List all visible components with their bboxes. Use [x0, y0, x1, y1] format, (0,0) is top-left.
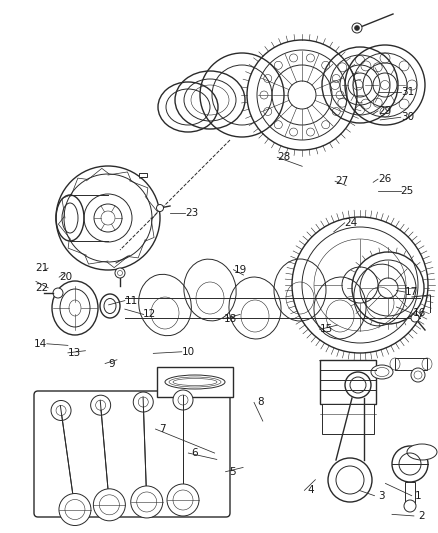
Text: 19: 19 [233, 265, 247, 274]
Text: 6: 6 [191, 448, 198, 458]
Text: 15: 15 [320, 325, 333, 334]
Text: 8: 8 [257, 398, 264, 407]
Bar [405, 482, 415, 504]
Text: 26: 26 [378, 174, 391, 184]
Circle shape [404, 500, 416, 512]
Ellipse shape [371, 365, 393, 379]
Text: 3: 3 [378, 491, 385, 500]
Circle shape [133, 392, 153, 412]
Circle shape [115, 268, 125, 278]
Polygon shape [100, 400, 110, 510]
Ellipse shape [407, 444, 437, 460]
Text: 22: 22 [35, 283, 48, 293]
Text: 10: 10 [182, 347, 195, 357]
Text: 2: 2 [418, 511, 425, 521]
Text: 13: 13 [68, 348, 81, 358]
FancyBboxPatch shape [34, 391, 230, 517]
Circle shape [392, 446, 428, 482]
Circle shape [411, 368, 425, 382]
Circle shape [131, 486, 163, 518]
Polygon shape [143, 397, 147, 507]
Bar [139, 173, 147, 177]
Text: 7: 7 [159, 424, 166, 434]
Text: 1: 1 [415, 491, 422, 500]
Circle shape [328, 458, 372, 502]
Bar [322, 404, 374, 434]
Circle shape [51, 400, 71, 421]
Circle shape [167, 484, 199, 516]
Text: 27: 27 [335, 176, 348, 186]
Text: 23: 23 [185, 208, 198, 218]
Text: 5: 5 [229, 467, 236, 477]
Text: 4: 4 [307, 486, 314, 495]
Text: 16: 16 [413, 309, 426, 318]
Bar [157, 367, 233, 397]
Text: 24: 24 [345, 218, 358, 228]
Text: 25: 25 [401, 186, 414, 196]
Text: 21: 21 [35, 263, 48, 273]
Text: 11: 11 [125, 296, 138, 305]
Circle shape [91, 395, 111, 415]
Text: 30: 30 [401, 112, 414, 122]
Text: 29: 29 [378, 106, 391, 116]
Text: 18: 18 [223, 314, 237, 324]
Circle shape [173, 390, 193, 410]
Text: 17: 17 [405, 287, 418, 297]
Circle shape [93, 489, 125, 521]
Text: 28: 28 [277, 152, 290, 162]
Polygon shape [336, 398, 364, 460]
Bar [320, 360, 376, 404]
Text: 31: 31 [401, 87, 414, 96]
Polygon shape [60, 406, 76, 514]
Text: 20: 20 [59, 272, 72, 282]
Circle shape [53, 288, 63, 298]
Circle shape [411, 314, 419, 322]
Circle shape [59, 494, 91, 526]
Circle shape [352, 23, 362, 33]
Text: 9: 9 [108, 359, 115, 368]
Bar [395, 358, 427, 370]
Text: 12: 12 [143, 310, 156, 319]
Circle shape [345, 372, 371, 398]
Circle shape [156, 205, 163, 212]
Circle shape [354, 26, 360, 30]
Text: 14: 14 [34, 339, 47, 349]
